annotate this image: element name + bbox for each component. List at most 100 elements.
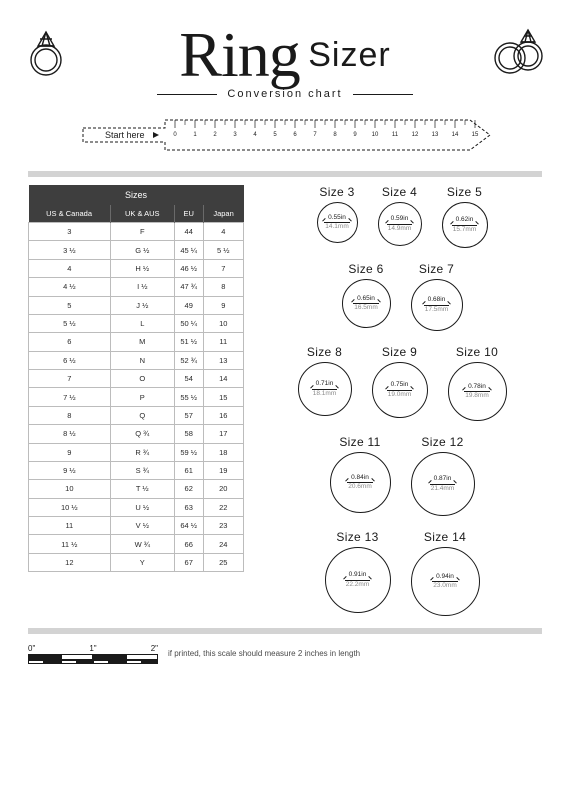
table-row: 7O5414 <box>29 370 244 388</box>
table-cell: 9 ½ <box>29 461 111 479</box>
table-row: 5 ½L50 ¼10 <box>29 314 244 332</box>
circle-label: Size 12 <box>411 435 475 449</box>
table-row: 9 ½S ¾6119 <box>29 461 244 479</box>
title-script: Ring <box>179 19 299 90</box>
circle-label: Size 8 <box>298 345 352 359</box>
svg-text:14: 14 <box>452 132 459 138</box>
divider <box>28 628 542 634</box>
scale-tick: 0" <box>28 644 35 653</box>
svg-text:0: 0 <box>173 132 177 138</box>
circle-label: Size 14 <box>411 530 480 544</box>
table-cell: S ¾ <box>110 461 174 479</box>
circle-label: Size 6 <box>342 262 391 276</box>
table-cell: 20 <box>203 480 243 498</box>
table-cell: 12 <box>29 553 111 571</box>
table-row: 4 ½I ½47 ¾8 <box>29 278 244 296</box>
table-cell: 9 <box>29 443 111 461</box>
table-cell: F <box>110 223 174 241</box>
table-cell: 7 <box>29 370 111 388</box>
table-cell: 54 <box>174 370 203 388</box>
table-row: 4H ½46 ½7 <box>29 259 244 277</box>
circle-label: Size 3 <box>317 185 358 199</box>
table-cell: 11 <box>203 333 243 351</box>
svg-text:4: 4 <box>253 132 257 138</box>
circle-inches: 0.87in <box>430 476 456 485</box>
circle-label: Size 13 <box>325 530 391 544</box>
circle-row: Size 80.71in18.1mm Size 90.75in19.0mm Size… <box>262 345 542 421</box>
scale-ruler: 0" 1" 2" <box>28 644 158 664</box>
table-cell: R ¾ <box>110 443 174 461</box>
start-here-label: Start here <box>105 130 145 140</box>
table-cell: U ½ <box>110 498 174 516</box>
sizes-table-wrap: Sizes US & CanadaUK & AUSEUJapan 3F4443 … <box>28 185 244 616</box>
ring-size-circle: Size 100.78in19.8mm <box>448 345 507 421</box>
circle-label: Size 7 <box>411 262 463 276</box>
table-cell: 24 <box>203 535 243 553</box>
circle-mm: 19.0mm <box>388 392 411 399</box>
table-cell: 4 <box>29 259 111 277</box>
table-cell: N <box>110 351 174 369</box>
circle-inches: 0.59in <box>387 216 413 225</box>
table-cell: 8 <box>29 406 111 424</box>
table-column-header: Japan <box>203 205 243 223</box>
ring-size-circle: Size 90.75in19.0mm <box>372 345 428 421</box>
table-cell: 45 ¼ <box>174 241 203 259</box>
table-cell: Q ¾ <box>110 425 174 443</box>
table-cell: 44 <box>174 223 203 241</box>
circle-inches: 0.94in <box>432 574 458 583</box>
table-cell: P <box>110 388 174 406</box>
table-cell: 6 <box>29 333 111 351</box>
svg-text:1: 1 <box>193 132 197 138</box>
circle-row: Size 110.84in20.6mmSize 120.87in21.4mm <box>262 435 542 516</box>
table-row: 9R ¾59 ½18 <box>29 443 244 461</box>
table-cell: 57 <box>174 406 203 424</box>
table-cell: 61 <box>174 461 203 479</box>
circle-mm: 16.5mm <box>354 305 377 312</box>
table-cell: 10 <box>29 480 111 498</box>
circle-row: Size 130.91in22.2mmSize 140.94in23.0mm <box>262 530 542 616</box>
table-cell: J ½ <box>110 296 174 314</box>
ring-size-circle: Size 30.55in14.1mm <box>317 185 358 248</box>
circle-row: Size 30.55in14.1mmSize 40.59in14.9mmSize… <box>262 185 542 248</box>
table-cell: V ½ <box>110 517 174 535</box>
table-cell: 7 ½ <box>29 388 111 406</box>
table-cell: 15 <box>203 388 243 406</box>
table-cell: 62 <box>174 480 203 498</box>
table-cell: 25 <box>203 553 243 571</box>
table-cell: 9 <box>203 296 243 314</box>
ring-icon <box>22 26 70 83</box>
ring-size-circle: Size 70.68in17.5mm <box>411 262 463 331</box>
footer: 0" 1" 2" if printed, this scale should m… <box>28 644 542 664</box>
table-cell: I ½ <box>110 278 174 296</box>
table-cell: 55 ½ <box>174 388 203 406</box>
table-cell: 50 ¼ <box>174 314 203 332</box>
rings-icon <box>488 22 548 83</box>
ring-size-circle: Size 140.94in23.0mm <box>411 530 480 616</box>
table-cell: W ¾ <box>110 535 174 553</box>
circle-mm: 15.7mm <box>453 227 476 234</box>
table-cell: 64 ½ <box>174 517 203 535</box>
ring-size-circle: Size 6 0.65in16.5mm <box>342 262 391 331</box>
circle-inches: 0.65in <box>353 296 379 305</box>
svg-text:2: 2 <box>213 132 217 138</box>
table-cell: M <box>110 333 174 351</box>
table-row: 12Y6725 <box>29 553 244 571</box>
table-cell: 11 ½ <box>29 535 111 553</box>
table-row: 10T ½6220 <box>29 480 244 498</box>
circle-inches: 0.84in <box>347 475 373 484</box>
table-column-header: EU <box>174 205 203 223</box>
table-row: 6M51 ½11 <box>29 333 244 351</box>
table-cell: H ½ <box>110 259 174 277</box>
svg-text:11: 11 <box>392 132 399 138</box>
circle-mm: 18.1mm <box>313 391 336 398</box>
table-cell: 11 <box>29 517 111 535</box>
svg-text:9: 9 <box>353 132 357 138</box>
table-cell: O <box>110 370 174 388</box>
table-cell: L <box>110 314 174 332</box>
ring-size-circle: Size 80.71in18.1mm <box>298 345 352 421</box>
divider <box>28 171 542 177</box>
table-cell: 4 ½ <box>29 278 111 296</box>
circle-inches: 0.75in <box>387 382 413 391</box>
table-title: Sizes <box>29 185 244 205</box>
table-column-header: UK & AUS <box>110 205 174 223</box>
